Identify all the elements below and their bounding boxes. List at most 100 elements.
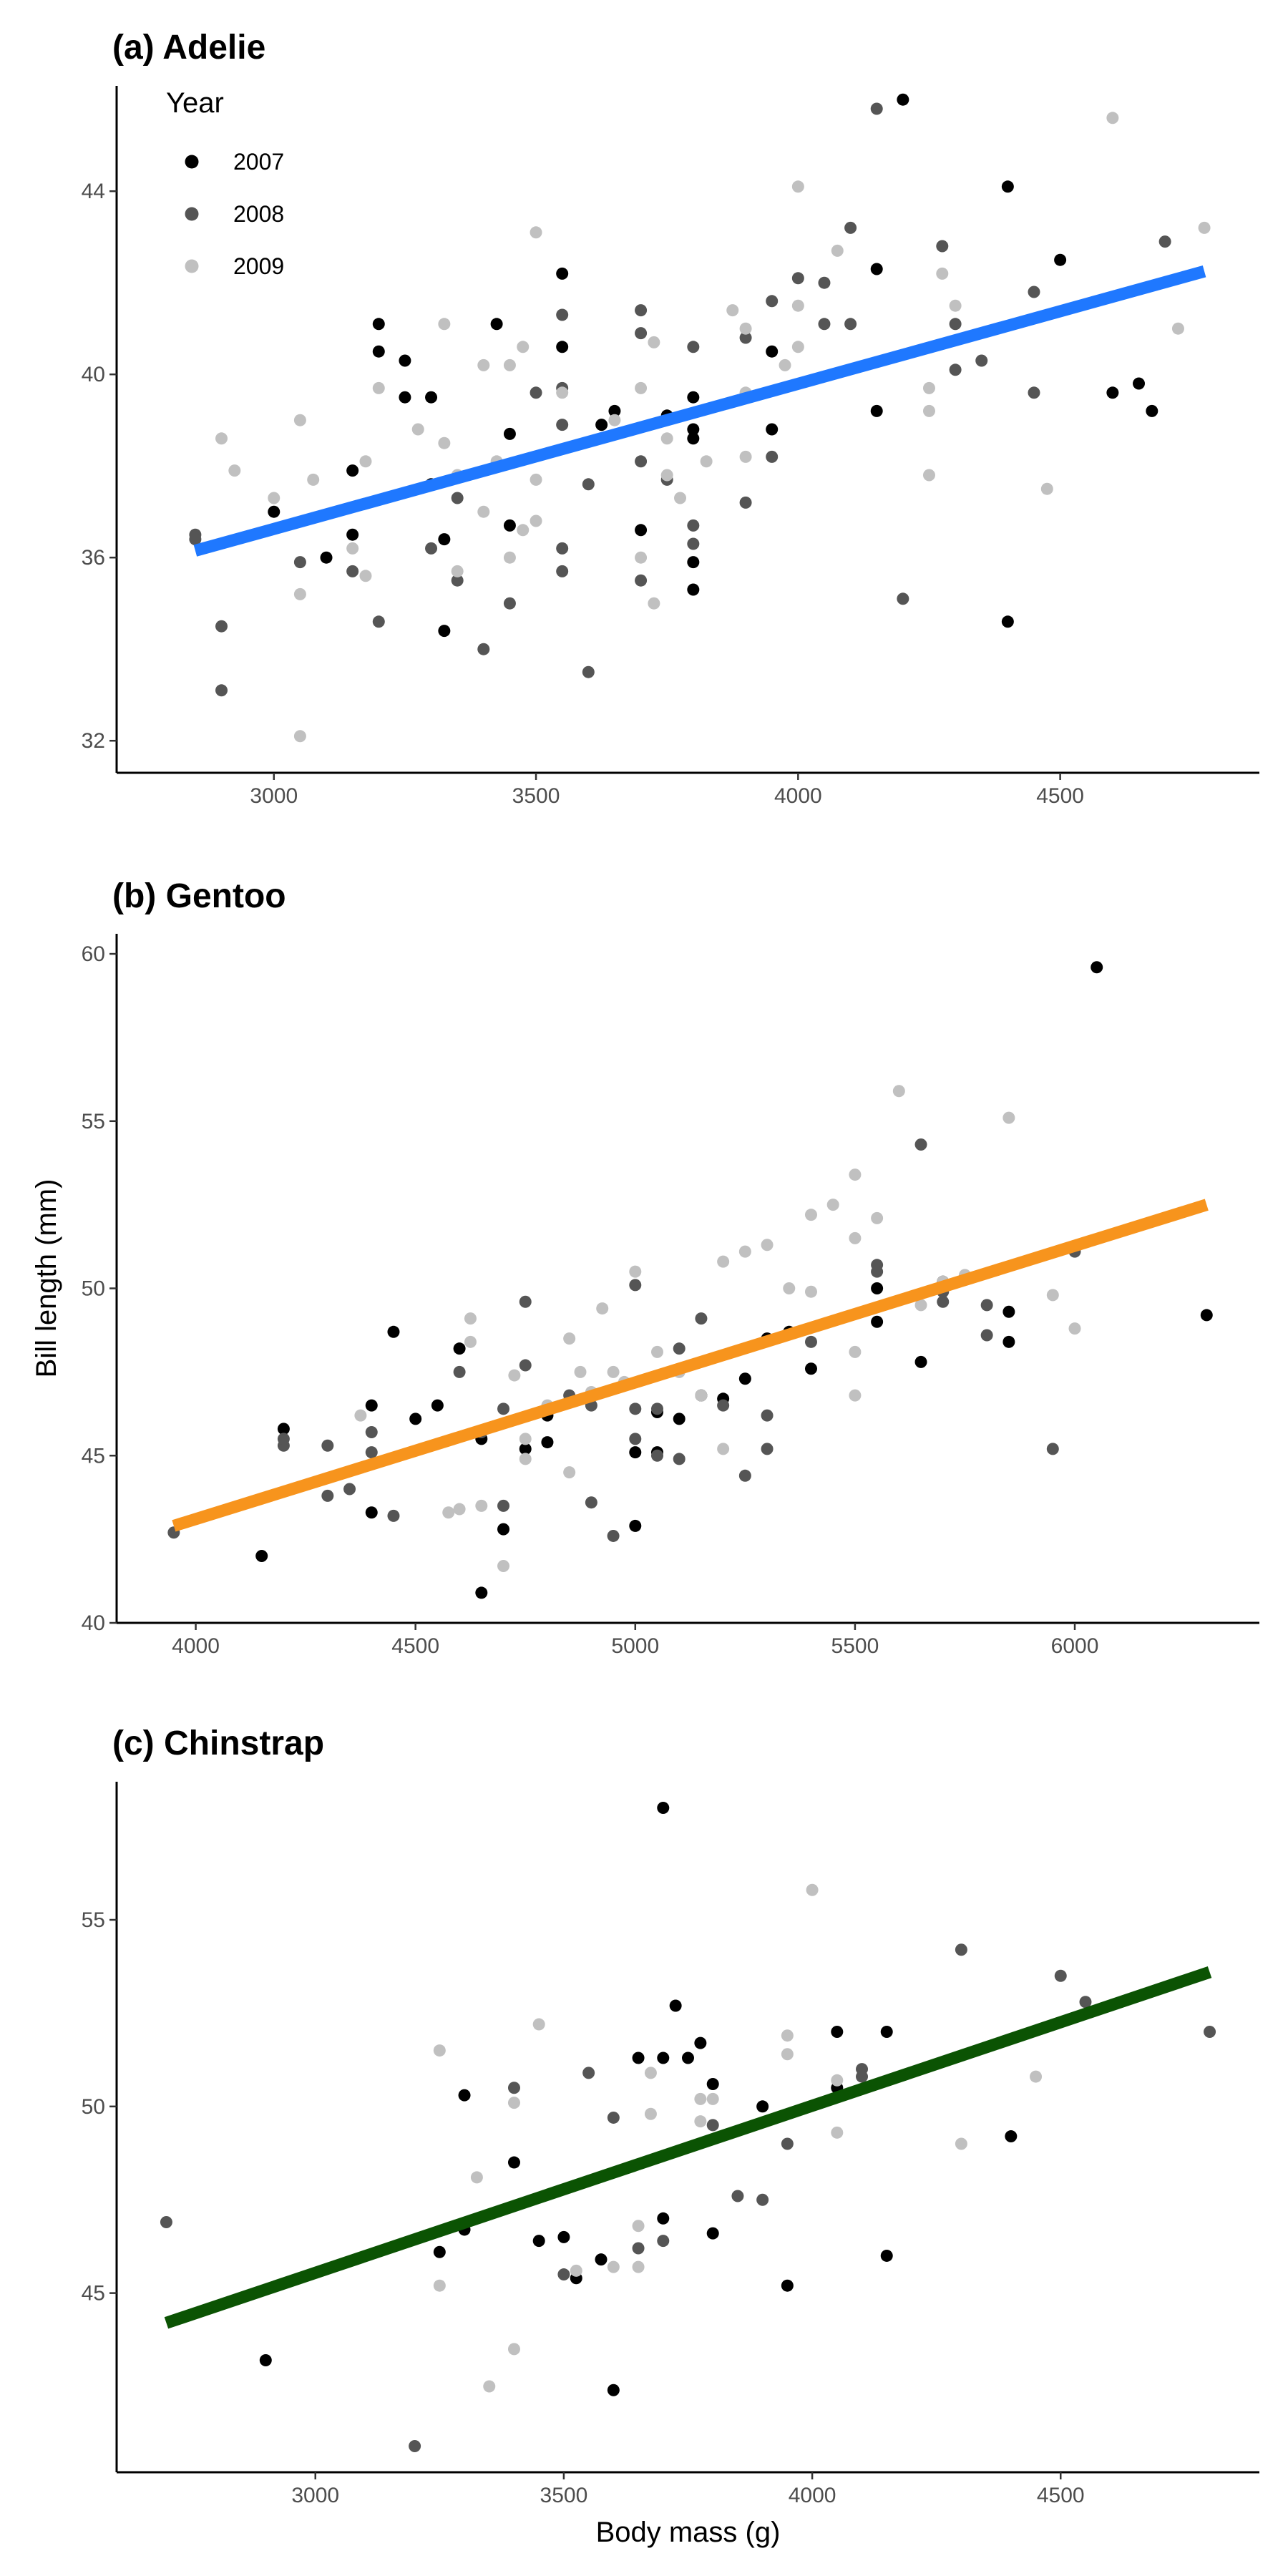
point-2009: [660, 469, 673, 482]
point-2009: [1046, 1289, 1059, 1302]
point-2008: [556, 419, 569, 431]
point-2008: [346, 565, 359, 577]
y-tick-label: 40: [82, 363, 105, 386]
point-2009: [739, 450, 752, 463]
point-2009: [532, 2018, 545, 2031]
point-2009: [955, 2137, 967, 2150]
point-2007: [490, 318, 503, 331]
x-tick-label: 4000: [774, 784, 822, 808]
point-2007: [756, 2100, 769, 2113]
point-2008: [657, 2235, 670, 2248]
point-2009: [738, 1245, 751, 1258]
point-2007: [657, 1802, 670, 1815]
point-2008: [451, 574, 464, 587]
point-2007: [687, 556, 700, 569]
point-2008: [409, 2439, 421, 2452]
point-2009: [442, 1506, 455, 1519]
point-2009: [804, 1209, 817, 1221]
point-2009: [438, 436, 451, 449]
point-2009: [781, 2048, 794, 2061]
point-2009: [831, 2074, 844, 2087]
point-2009: [694, 2115, 707, 2128]
x-axis-title: Body mass (g): [596, 2517, 781, 2548]
point-2008: [215, 620, 228, 633]
point-2007: [687, 391, 700, 404]
x-tick-label: 4000: [789, 2484, 836, 2507]
point-2007: [687, 583, 700, 596]
point-2008: [687, 341, 700, 353]
point-2007: [1001, 615, 1014, 628]
point-2007: [687, 432, 700, 445]
point-2007: [431, 1399, 444, 1412]
point-2008: [980, 1329, 993, 1342]
point-2008: [607, 2111, 620, 2124]
point-2007: [1001, 180, 1014, 193]
point-2008: [530, 386, 542, 399]
point-2007: [607, 2384, 620, 2396]
y-tick-label: 55: [82, 1110, 105, 1133]
point-2009: [453, 1503, 466, 1516]
point-2009: [507, 2097, 520, 2109]
point-2008: [635, 574, 648, 587]
y-tick-label: 45: [82, 1444, 105, 1468]
point-2008: [949, 318, 962, 331]
point-2007: [687, 423, 700, 436]
point-2008: [607, 1529, 620, 1542]
point-2007: [1002, 1335, 1015, 1348]
x-tick-label: 3500: [512, 784, 560, 808]
point-2007: [781, 2279, 794, 2292]
point-2009: [556, 386, 569, 399]
point-2007: [635, 524, 648, 537]
point-2007: [914, 1355, 927, 1368]
point-2009: [470, 2171, 483, 2184]
point-2009: [519, 1433, 532, 1445]
point-2009: [563, 1332, 576, 1345]
point-2009: [1171, 322, 1184, 335]
point-2007: [497, 1523, 510, 1536]
x-tick-label: 5500: [831, 1634, 879, 1658]
point-2007: [507, 2156, 520, 2169]
point-2009: [508, 1369, 521, 1382]
point-2009: [779, 358, 791, 371]
point-2009: [570, 2264, 582, 2277]
point-2009: [632, 2220, 645, 2233]
point-2008: [914, 1138, 927, 1151]
point-2008: [497, 1499, 510, 1512]
point-2007: [880, 2025, 893, 2038]
point-2008: [343, 1483, 356, 1496]
point-2009: [215, 432, 228, 445]
point-2009: [451, 565, 464, 577]
point-2007: [503, 427, 516, 440]
point-2008: [503, 597, 516, 610]
point-2009: [530, 473, 542, 486]
point-2008: [1158, 235, 1171, 248]
point-2009: [644, 2107, 657, 2120]
point-2007: [557, 2230, 570, 2243]
point-2009: [346, 542, 359, 555]
point-2007: [595, 2253, 608, 2266]
point-2009: [517, 341, 530, 353]
legend-swatch-2008: [185, 207, 199, 221]
point-2009: [354, 1409, 367, 1422]
point-2009: [530, 226, 542, 239]
point-2008: [635, 304, 648, 317]
point-2008: [818, 276, 831, 289]
point-2009: [674, 492, 687, 504]
legend-swatch-2007: [185, 155, 199, 169]
x-tick-label: 3500: [540, 2484, 588, 2507]
point-2009: [1040, 482, 1053, 495]
point-2009: [791, 341, 804, 353]
point-2009: [651, 1345, 664, 1358]
point-2009: [464, 1335, 477, 1348]
point-2008: [739, 331, 752, 344]
point-2009: [871, 1211, 884, 1224]
point-2007: [372, 345, 385, 358]
point-2007: [880, 2249, 893, 2262]
point-2009: [608, 414, 621, 426]
point-2008: [556, 542, 569, 555]
point-2007: [629, 1446, 642, 1459]
point-2009: [293, 730, 306, 743]
point-2007: [766, 345, 779, 358]
point-2009: [372, 381, 385, 394]
point-2007: [453, 1342, 466, 1355]
